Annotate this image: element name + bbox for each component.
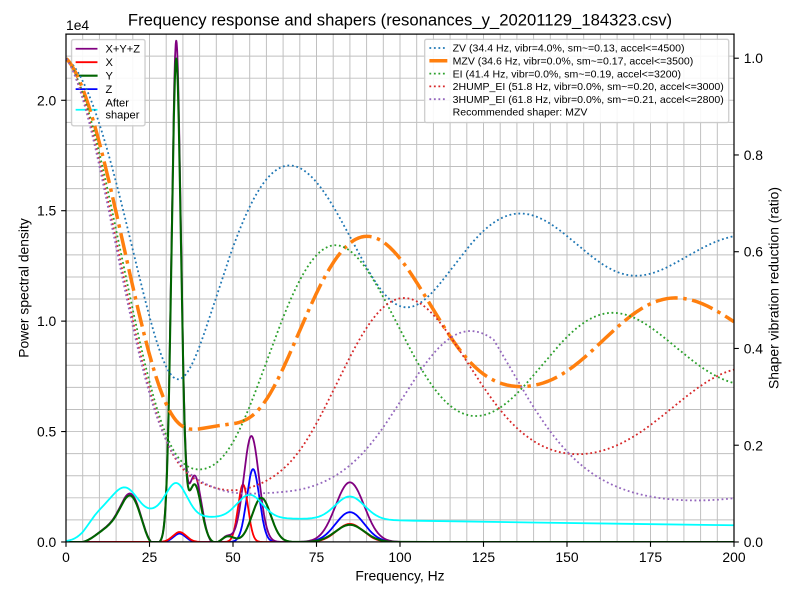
svg-text:MZV (34.6 Hz, vibr=0.0%, sm~=0: MZV (34.6 Hz, vibr=0.0%, sm~=0.17, accel… [453, 55, 694, 67]
svg-text:0.0: 0.0 [37, 534, 57, 550]
svg-text:25: 25 [142, 549, 158, 565]
svg-text:1.0: 1.0 [744, 50, 764, 66]
svg-text:ZV (34.4 Hz, vibr=4.0%, sm~=0.: ZV (34.4 Hz, vibr=4.0%, sm~=0.13, accel<… [453, 43, 685, 55]
svg-text:1e4: 1e4 [66, 17, 89, 33]
svg-text:shaper: shaper [105, 109, 139, 121]
svg-text:0.4: 0.4 [744, 341, 764, 357]
svg-text:Y: Y [105, 71, 113, 83]
svg-text:0.5: 0.5 [37, 424, 57, 440]
svg-text:Frequency response and shapers: Frequency response and shapers (resonanc… [128, 11, 672, 30]
svg-text:0: 0 [62, 549, 70, 565]
svg-text:0.2: 0.2 [744, 437, 764, 453]
svg-text:3HUMP_EI (61.8 Hz, vibr=0.0%,: 3HUMP_EI (61.8 Hz, vibr=0.0%, sm~=0.21, … [453, 94, 724, 106]
svg-text:Recommended shaper: MZV: Recommended shaper: MZV [453, 107, 588, 119]
svg-text:Shaper vibration reduction (ra: Shaper vibration reduction (ratio) [766, 187, 782, 389]
svg-text:75: 75 [309, 549, 325, 565]
svg-text:X: X [105, 57, 113, 69]
svg-text:1.5: 1.5 [37, 203, 57, 219]
svg-text:After: After [105, 98, 129, 110]
svg-text:0.0: 0.0 [744, 534, 764, 550]
svg-text:X+Y+Z: X+Y+Z [105, 44, 140, 56]
svg-text:100: 100 [388, 549, 411, 565]
svg-text:200: 200 [722, 549, 745, 565]
svg-text:Z: Z [105, 84, 112, 96]
svg-text:150: 150 [555, 549, 578, 565]
svg-text:175: 175 [639, 549, 662, 565]
svg-text:0.8: 0.8 [744, 147, 764, 163]
svg-text:Frequency, Hz: Frequency, Hz [355, 567, 444, 583]
svg-text:Power spectral density: Power spectral density [16, 218, 32, 358]
svg-text:125: 125 [472, 549, 495, 565]
svg-text:2HUMP_EI (51.8 Hz, vibr=0.0%,: 2HUMP_EI (51.8 Hz, vibr=0.0%, sm~=0.20, … [453, 81, 724, 93]
svg-text:1.0: 1.0 [37, 313, 57, 329]
svg-text:2.0: 2.0 [37, 92, 57, 108]
svg-text:0.6: 0.6 [744, 244, 764, 260]
svg-text:EI (41.4 Hz, vibr=0.0%, sm~=0.: EI (41.4 Hz, vibr=0.0%, sm~=0.19, accel<… [453, 68, 681, 80]
svg-text:50: 50 [225, 549, 241, 565]
